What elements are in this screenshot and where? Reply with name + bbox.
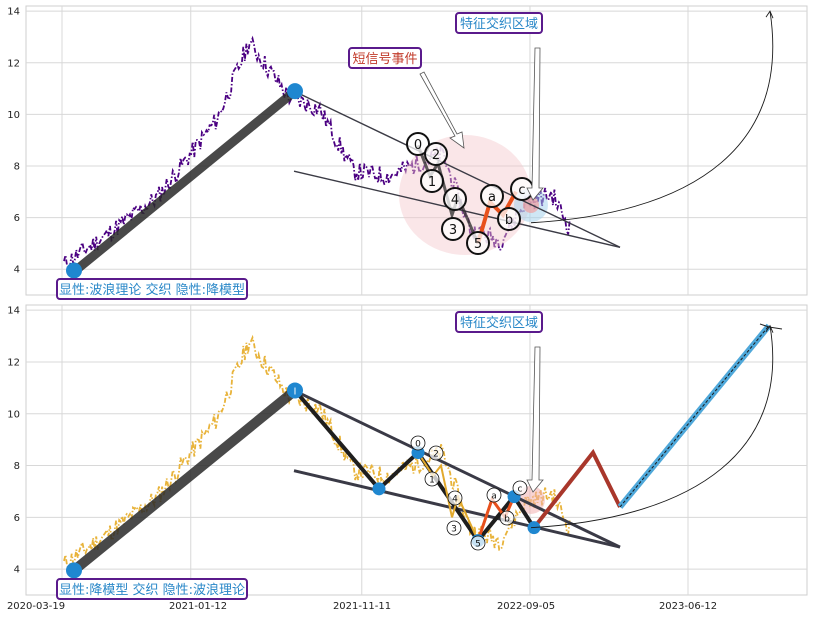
y-tick-label: 4 — [14, 565, 20, 576]
projection-arc-head — [765, 10, 774, 19]
y-tick-label: 10 — [7, 409, 20, 420]
wave-label-text: 5 — [474, 237, 482, 252]
wave-label-text: 4 — [452, 494, 458, 504]
wave-label-circle — [410, 435, 426, 451]
wave-label-text: 5 — [475, 539, 481, 549]
wave-label-text: 0 — [415, 439, 421, 449]
wave-label-circle — [446, 520, 462, 536]
wave-label-circle — [466, 231, 490, 255]
wave-label-text: c — [518, 484, 523, 494]
pattern-projection-line — [532, 448, 622, 529]
wave-label-circle — [470, 535, 486, 551]
event-arrow — [419, 71, 465, 149]
x-tick-label: 2022-09-05 — [497, 601, 555, 612]
projection-arc — [530, 325, 774, 529]
corner-label-box — [56, 278, 248, 300]
zone-arrow — [526, 346, 544, 493]
y-tick-label: 8 — [14, 461, 20, 472]
y-tick-label: 10 — [7, 110, 20, 121]
wave-label-text: c — [518, 183, 525, 198]
wave-label-text: 1 — [429, 475, 435, 485]
wave-label-circle — [424, 142, 448, 166]
projection-arc-head — [765, 324, 774, 333]
wave-label-circle — [486, 487, 502, 503]
wave-node — [66, 262, 82, 279]
wave-node — [287, 382, 303, 399]
y-tick-label: 4 — [14, 265, 20, 276]
wave-label-text: a — [491, 491, 497, 501]
wave-label-circle — [512, 480, 528, 496]
y-tick-label: 14 — [7, 7, 20, 18]
x-axis: 2020-03-19 2021-01-12 2021-11-11 2022-09-05… — [7, 601, 717, 612]
event-label-box — [348, 47, 422, 69]
wave-label-text: 1 — [428, 175, 436, 190]
wave-label-text: 3 — [451, 524, 457, 534]
wave-label-text: a — [488, 190, 496, 205]
x-tick-label: 2021-01-12 — [169, 601, 227, 612]
correction-wave-line — [476, 190, 518, 244]
upper-trend-line — [293, 389, 621, 549]
target-projection-dash — [619, 325, 770, 508]
x-tick-label: 2021-11-11 — [333, 601, 391, 612]
wave-label-text: 2 — [433, 449, 439, 459]
y-tick-label: 8 — [14, 161, 20, 172]
x-tick-label: 2020-03-19 — [7, 601, 65, 612]
wave-label-circle — [424, 471, 440, 487]
wave-label-circle — [443, 187, 467, 211]
zone-label: 特征交织区域 — [460, 315, 538, 331]
upper-trend-line — [293, 90, 621, 248]
wave-label-text: 4 — [451, 193, 459, 208]
wave-node — [372, 482, 386, 496]
wave-label-circle — [406, 132, 430, 156]
event-label: 短信号事件 — [352, 52, 417, 67]
corner-label: 显性:降模型 交织 隐性:波浪理论 — [59, 582, 245, 598]
y-tick-label: 12 — [7, 58, 20, 69]
impulse-wave-line — [69, 385, 300, 576]
wave-label-circle — [428, 445, 444, 461]
correction-wave-line — [476, 495, 516, 542]
wave-label-circle — [447, 490, 463, 506]
corner-label: 显性:波浪理论 交织 隐性:降模型 — [59, 282, 245, 298]
wave-label-text: b — [504, 514, 510, 524]
zone-label-box — [455, 311, 543, 333]
zone-label: 特征交织区域 — [460, 16, 538, 32]
wave-node — [66, 562, 82, 579]
y-tick-label: 6 — [14, 513, 20, 524]
wave-label-text: 2 — [432, 148, 440, 163]
wave-node-label: I — [294, 386, 297, 397]
zone-label-box — [455, 12, 543, 34]
wave-label-text: b — [505, 213, 513, 228]
projection-arc — [530, 11, 774, 224]
price-series-line — [63, 35, 571, 271]
y-tick-label: 12 — [7, 357, 20, 368]
wave-label-circle — [499, 510, 515, 526]
y-tick-label: 14 — [7, 306, 20, 317]
wave-label-text: 0 — [414, 138, 422, 153]
y-tick-label: 6 — [14, 213, 20, 224]
impulse-wave-line — [69, 86, 300, 277]
zone-arrow — [526, 47, 544, 201]
wave-label-text: 3 — [449, 223, 457, 238]
wave-node — [287, 83, 303, 100]
corner-label-box — [56, 578, 248, 600]
wave-label-circle — [497, 207, 521, 231]
x-tick-label: 2023-06-12 — [659, 601, 717, 612]
wave-label-circle — [420, 169, 444, 193]
wave-label-circle — [480, 184, 504, 208]
wave-label-circle — [441, 217, 465, 241]
